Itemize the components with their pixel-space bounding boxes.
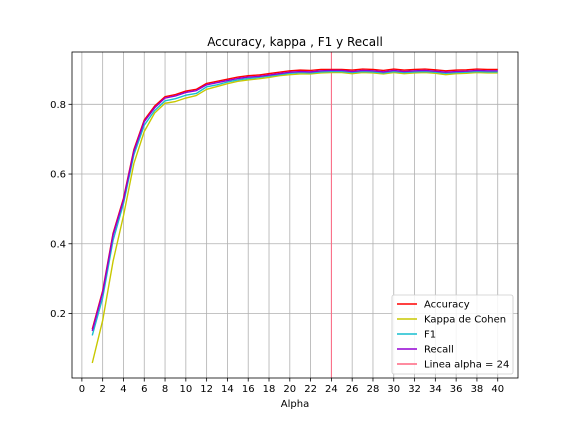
legend-label: Recall	[424, 345, 454, 356]
series-line-kappa-de-cohen	[91, 71, 498, 364]
legend-label: Accuracy	[424, 300, 470, 311]
x-tick-label: 32	[408, 384, 421, 395]
x-tick-label: 24	[325, 384, 338, 395]
x-tick-label: 18	[263, 384, 276, 395]
x-tick-label: 22	[304, 384, 317, 395]
x-tick-label: 8	[162, 384, 168, 395]
y-tick-label: 0.4	[50, 239, 66, 250]
x-tick-label: 34	[429, 384, 442, 395]
x-tick-label: 16	[242, 384, 255, 395]
x-tick-label: 12	[200, 384, 213, 395]
y-tick-label: 0.8	[50, 100, 66, 111]
series-group	[91, 68, 498, 364]
legend-label: F1	[424, 330, 436, 341]
series-line-f1	[91, 70, 498, 336]
x-tick-label: 0	[79, 384, 85, 395]
chart-title: Accuracy, kappa , F1 y Recall	[207, 35, 383, 49]
x-tick-label: 38	[471, 384, 484, 395]
x-tick-label: 28	[367, 384, 380, 395]
x-tick-label: 2	[99, 384, 105, 395]
y-axis: 0.2 0.4 0.6 0.8	[50, 100, 72, 320]
x-tick-label: 4	[120, 384, 126, 395]
x-tick-label: 20	[283, 384, 296, 395]
x-tick-label: 30	[387, 384, 400, 395]
x-axis-label: Alpha	[281, 399, 309, 410]
x-tick-label: 36	[450, 384, 463, 395]
x-tick-label: 26	[346, 384, 359, 395]
series-line-recall	[91, 69, 498, 332]
x-tick-label: 14	[221, 384, 234, 395]
legend-label: Kappa de Cohen	[424, 315, 506, 326]
y-tick-label: 0.2	[50, 309, 66, 320]
series-line-accuracy	[91, 68, 498, 330]
x-tick-label: 10	[179, 384, 192, 395]
plot-frame	[71, 51, 519, 379]
legend: Accuracy Kappa de Cohen F1 Recall Linea alph…	[391, 294, 514, 375]
x-axis: 0 2 4 6 8 10 12 14 16 18 20 22 24 26 28 30 32 34 36 38 40	[79, 378, 504, 395]
legend-label: Linea alpha = 24	[424, 360, 509, 371]
x-tick-label: 6	[141, 384, 147, 395]
x-tick-label: 40	[491, 384, 504, 395]
legend-box	[391, 294, 514, 375]
y-tick-label: 0.6	[50, 170, 66, 181]
